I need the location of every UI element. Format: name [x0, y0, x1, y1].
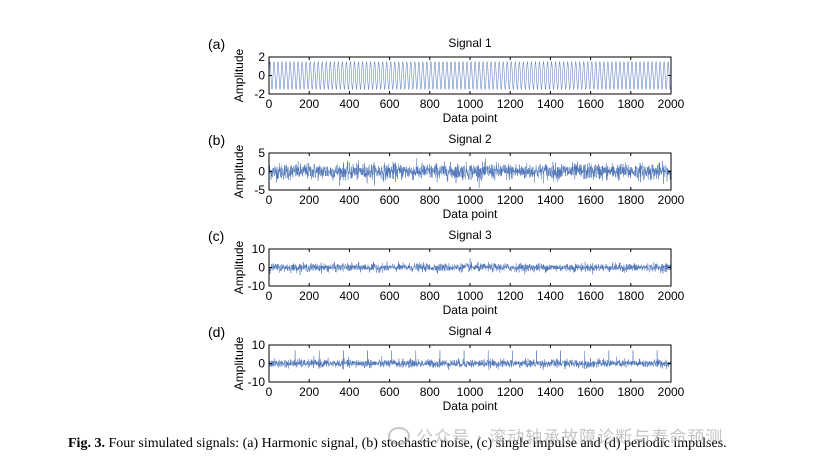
watermark: 公众号 · 滚动轴承故障诊断与寿命预测: [388, 423, 723, 448]
panel-label: (c): [208, 228, 224, 244]
x-tick-label: 400: [339, 97, 359, 111]
x-tick-label: 400: [339, 289, 359, 303]
x-tick-label: 1200: [497, 97, 524, 111]
x-tick-label: 1600: [577, 193, 604, 207]
x-tick-label: 1800: [617, 97, 644, 111]
x-tick-label: 600: [380, 289, 400, 303]
x-tick-label: 2000: [658, 97, 685, 111]
y-tick-label: 0: [258, 69, 265, 83]
x-tick-label: 1800: [617, 385, 644, 399]
x-axis-label: Data point: [443, 207, 498, 221]
y-tick-label: -10: [248, 279, 266, 293]
x-axis-label: Data point: [443, 111, 498, 125]
plot-title: Signal 3: [448, 228, 492, 242]
x-tick-label: 600: [380, 97, 400, 111]
y-tick-label: -10: [248, 375, 266, 389]
y-axis-label: Amplitude: [232, 145, 246, 199]
x-tick-label: 1000: [457, 289, 484, 303]
y-axis-label: Amplitude: [232, 49, 246, 103]
x-tick-label: 1600: [577, 385, 604, 399]
x-tick-label: 1000: [457, 385, 484, 399]
panel-label: (a): [208, 36, 225, 52]
x-tick-label: 1400: [537, 97, 564, 111]
x-tick-label: 200: [299, 385, 319, 399]
series-line: [269, 350, 671, 370]
x-tick-label: 800: [420, 385, 440, 399]
x-tick-label: 200: [299, 97, 319, 111]
y-axis-label: Amplitude: [232, 337, 246, 391]
wechat-icon: [388, 427, 410, 445]
panel-label: (b): [208, 132, 225, 148]
x-tick-label: 800: [420, 97, 440, 111]
x-tick-label: 600: [380, 193, 400, 207]
x-tick-label: 1200: [497, 193, 524, 207]
x-axis-label: Data point: [443, 399, 498, 413]
figure: (a) Signal 10 200 400 600 800 1000 1200 1400 1600…: [208, 36, 685, 413]
x-tick-label: 2000: [658, 385, 685, 399]
plot-title: Signal 4: [448, 324, 492, 338]
x-tick-label: 800: [420, 193, 440, 207]
x-tick-label: 0: [266, 385, 273, 399]
series-line: [269, 60, 671, 91]
y-axis-label: Amplitude: [232, 241, 246, 295]
x-tick-label: 1600: [577, 97, 604, 111]
y-tick-label: 0: [258, 357, 265, 371]
x-tick-label: 0: [266, 289, 273, 303]
x-tick-label: 1400: [537, 385, 564, 399]
series-line: [269, 158, 671, 188]
x-tick-label: 1800: [617, 193, 644, 207]
caption-label: Fig. 3.: [68, 436, 105, 451]
y-tick-label: 10: [252, 242, 266, 256]
figure-caption: Fig. 3. Four simulated signals: (a) Harm…: [68, 436, 727, 452]
x-tick-label: 200: [299, 193, 319, 207]
y-tick-label: -2: [254, 87, 265, 101]
x-tick-label: 2000: [658, 289, 685, 303]
x-tick-label: 1400: [537, 289, 564, 303]
x-tick-label: 1000: [457, 97, 484, 111]
x-tick-label: 200: [299, 289, 319, 303]
x-tick-label: 400: [339, 385, 359, 399]
x-tick-label: 1800: [617, 289, 644, 303]
x-tick-label: 0: [266, 97, 273, 111]
x-tick-label: 1600: [577, 289, 604, 303]
plot-title: Signal 1: [448, 36, 492, 50]
y-tick-label: -5: [254, 183, 265, 197]
x-tick-label: 1200: [497, 385, 524, 399]
y-tick-label: 5: [258, 146, 265, 160]
watermark-text: 公众号 · 滚动轴承故障诊断与寿命预测: [416, 428, 724, 448]
x-tick-label: 2000: [658, 193, 685, 207]
x-tick-label: 1200: [497, 289, 524, 303]
x-axis-label: Data point: [443, 303, 498, 317]
plot-title: Signal 2: [448, 132, 492, 146]
caption-text: Four simulated signals: (a) Harmonic sig…: [108, 436, 727, 451]
x-tick-label: 1000: [457, 193, 484, 207]
x-tick-label: 1400: [537, 193, 564, 207]
y-tick-label: 2: [258, 50, 265, 64]
series-line: [269, 258, 671, 276]
y-tick-label: 10: [252, 338, 266, 352]
y-tick-label: 0: [258, 165, 265, 179]
y-tick-label: 0: [258, 261, 265, 275]
x-tick-label: 0: [266, 193, 273, 207]
x-tick-label: 800: [420, 289, 440, 303]
x-tick-label: 600: [380, 385, 400, 399]
panel-label: (d): [208, 324, 225, 340]
x-tick-label: 400: [339, 193, 359, 207]
